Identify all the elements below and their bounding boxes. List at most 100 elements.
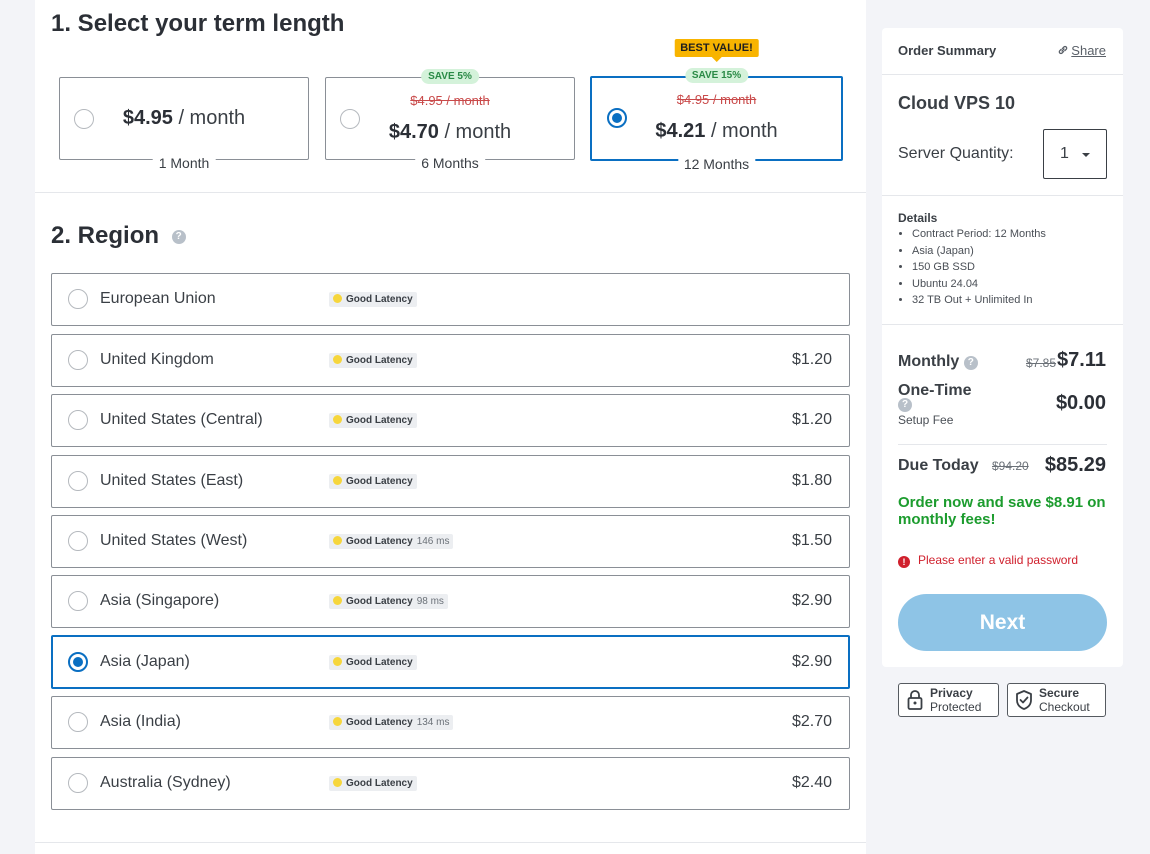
save-badge: SAVE 5%	[421, 69, 479, 84]
details-item: 150 GB SSD	[912, 259, 1046, 276]
term-option-6-months[interactable]: SAVE 5% $4.95 / month $4.70 / month 6 Mo…	[325, 69, 575, 171]
region-row-australia-sydney[interactable]: Australia (Sydney) Good Latency $2.40	[51, 757, 850, 810]
chevron-down-icon	[1082, 153, 1090, 157]
monthly-old-price: $7.85	[1026, 356, 1057, 370]
latency-label: Good Latency	[346, 415, 413, 426]
quantity-label: Server Quantity:	[898, 145, 1014, 162]
term-radio-6-months[interactable]	[340, 109, 360, 129]
share-link[interactable]: Share	[1057, 43, 1106, 58]
term-old-price: $4.95 / month	[676, 92, 757, 107]
next-button[interactable]: Next	[898, 594, 1107, 651]
error-text: Please enter a valid password	[918, 553, 1079, 567]
latency-ms: 146 ms	[416, 536, 450, 547]
latency-label: Good Latency	[346, 476, 413, 487]
region-radio[interactable]	[68, 773, 88, 793]
latency-badge: Good Latency	[329, 474, 417, 489]
term-option-1-month[interactable]: $4.95 / month 1 Month	[59, 77, 309, 171]
region-radio[interactable]	[68, 471, 88, 491]
secure-checkout-badge: Secure Checkout	[1007, 683, 1106, 717]
latency-badge: Good Latency	[329, 292, 417, 307]
region-row-european-union[interactable]: European Union Good Latency	[51, 273, 850, 326]
monthly-label-text: Monthly	[898, 353, 960, 370]
quantity-select[interactable]: 1	[1043, 129, 1107, 179]
region-price: $2.90	[791, 653, 832, 670]
latency-badge: Good Latency 134 ms	[329, 715, 454, 730]
latency-dot-icon	[333, 778, 342, 787]
region-name: United States (Central)	[100, 411, 263, 428]
share-label: Share	[1071, 43, 1106, 58]
region-row-asia-japan[interactable]: Asia (Japan) Good Latency $2.90	[51, 635, 850, 689]
term-label: 6 Months	[415, 155, 485, 171]
region-price: $2.70	[791, 713, 832, 730]
region-name: Asia (India)	[100, 713, 181, 730]
latency-ms: 134 ms	[416, 717, 450, 728]
region-name: United Kingdom	[100, 351, 214, 368]
region-radio[interactable]	[68, 712, 88, 732]
details-title: Details	[898, 211, 938, 225]
region-price: $1.80	[791, 472, 832, 489]
region-row-united-kingdom[interactable]: United Kingdom Good Latency $1.20	[51, 334, 850, 387]
term-label: 1 Month	[152, 155, 216, 171]
region-row-us-east[interactable]: United States (East) Good Latency $1.80	[51, 455, 850, 508]
term-price: $4.95	[122, 107, 173, 129]
term-radio-12-months[interactable]	[607, 108, 627, 128]
region-row-asia-singapore[interactable]: Asia (Singapore) Good Latency 98 ms $2.90	[51, 575, 850, 628]
details-list: Contract Period: 12 Months Asia (Japan) …	[912, 226, 1046, 309]
onetime-label: One-Time	[898, 382, 972, 399]
details-item: Contract Period: 12 Months	[912, 226, 1046, 243]
latency-dot-icon	[333, 657, 342, 666]
savings-message: Order now and save $8.91 on monthly fees…	[898, 494, 1106, 528]
latency-badge: Good Latency	[329, 776, 417, 791]
region-radio[interactable]	[68, 350, 88, 370]
order-summary: Order Summary Share Cloud VPS 10 Server …	[882, 28, 1123, 667]
term-radio-1-month[interactable]	[74, 109, 94, 129]
latency-badge: Good Latency	[329, 413, 417, 428]
shield-check-icon	[1016, 690, 1032, 710]
latency-badge: Good Latency 98 ms	[329, 594, 448, 609]
link-icon	[1058, 45, 1068, 55]
latency-label: Good Latency	[346, 596, 413, 607]
term-price-line: $4.95 / month	[60, 107, 308, 130]
region-row-us-central[interactable]: United States (Central) Good Latency $1.…	[51, 394, 850, 447]
region-radio[interactable]	[68, 652, 88, 672]
divider	[882, 195, 1123, 196]
term-section-title: 1. Select your term length	[51, 10, 345, 37]
term-price-line: $4.21 / month	[592, 120, 841, 143]
region-name: Asia (Singapore)	[100, 592, 220, 609]
region-radio[interactable]	[68, 289, 88, 309]
main-panel: 1. Select your term length $4.95 / month…	[35, 0, 866, 854]
term-per: / month	[705, 120, 778, 142]
term-option-12-months[interactable]: BEST VALUE! SAVE 15% $4.95 / month $4.21…	[590, 39, 843, 172]
region-name: United States (East)	[100, 472, 244, 489]
latency-label: Good Latency	[346, 717, 413, 728]
latency-ms: 98 ms	[416, 596, 444, 607]
region-name: European Union	[100, 290, 216, 307]
help-icon[interactable]: ?	[171, 230, 186, 244]
region-row-asia-india[interactable]: Asia (India) Good Latency 134 ms $2.70	[51, 696, 850, 749]
setup-fee-label: Setup Fee	[898, 413, 954, 427]
region-radio[interactable]	[68, 531, 88, 551]
region-name: United States (West)	[100, 532, 248, 549]
region-price: $1.50	[791, 532, 832, 549]
latency-dot-icon	[333, 294, 342, 303]
latency-badge: Good Latency 146 ms	[329, 534, 454, 549]
help-icon[interactable]: ?	[898, 398, 912, 412]
due-today-price: $85.29	[1044, 454, 1106, 476]
latency-dot-icon	[333, 717, 342, 726]
latency-label: Good Latency	[346, 657, 413, 668]
save-badge: SAVE 15%	[684, 68, 749, 83]
help-icon[interactable]: ?	[963, 356, 978, 370]
region-radio[interactable]	[68, 591, 88, 611]
latency-label: Good Latency	[346, 294, 413, 305]
details-item: Asia (Japan)	[912, 243, 1046, 260]
due-today-label: Due Today	[898, 457, 979, 474]
region-price: $2.40	[791, 774, 832, 791]
term-old-price: $4.95 / month	[410, 93, 490, 108]
term-per: / month	[172, 107, 246, 129]
latency-label: Good Latency	[346, 536, 413, 547]
region-radio[interactable]	[68, 410, 88, 430]
details-item: Ubuntu 24.04	[912, 276, 1046, 293]
term-label: 12 Months	[677, 156, 756, 172]
region-row-us-west[interactable]: United States (West) Good Latency 146 ms …	[51, 515, 850, 568]
trust-line1: Secure	[1039, 686, 1080, 700]
